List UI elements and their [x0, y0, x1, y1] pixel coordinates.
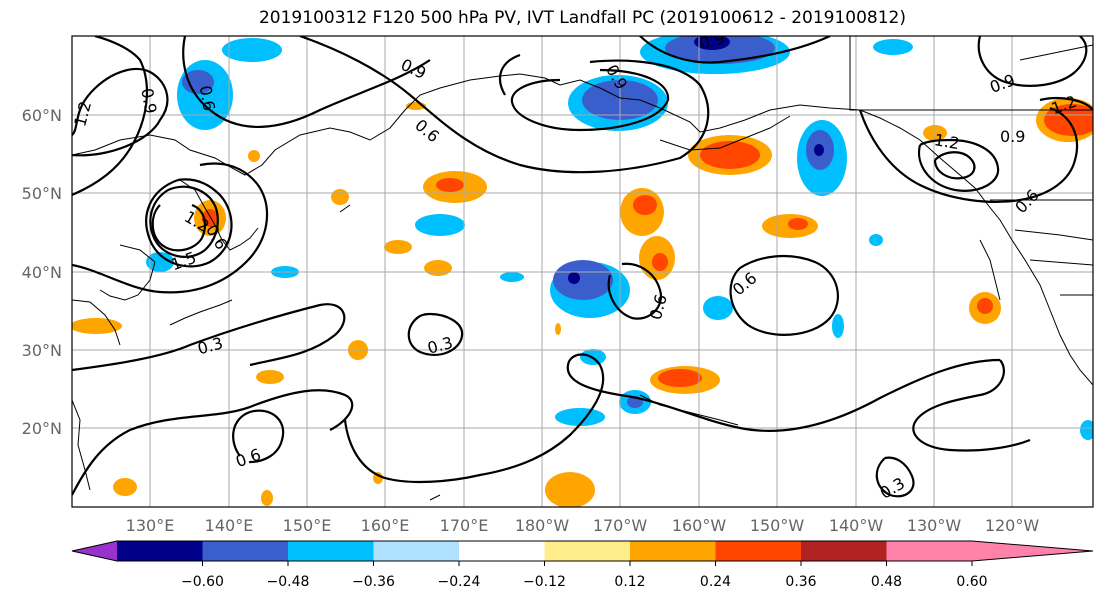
pv-shade	[1080, 420, 1093, 440]
pv-shade	[832, 314, 844, 338]
colorbar-tick-label: 0.60	[956, 574, 987, 590]
pv-shade	[977, 298, 993, 314]
pv-shade	[652, 253, 668, 271]
lon-label: 160°E	[361, 516, 410, 535]
figure-title: 2019100312 F120 500 hPa PV, IVT Landfall…	[258, 8, 906, 28]
pv-shade	[424, 260, 452, 276]
pv-shade	[72, 318, 122, 334]
colorbar-segment	[544, 541, 630, 561]
pv-shade	[248, 150, 260, 162]
colorbar-outline	[71, 540, 1094, 562]
pv-shade	[665, 36, 775, 64]
pv-shade	[788, 218, 808, 230]
colorbar-extend-low	[72, 541, 117, 561]
lon-label: 160°W	[672, 516, 727, 535]
colorbar-segment	[715, 541, 801, 561]
lon-label: 170°E	[440, 516, 489, 535]
lat-label: 20°N	[22, 419, 62, 438]
pv-shade	[331, 189, 349, 205]
pv-shade	[256, 370, 284, 384]
colorbar-tick-label: 0.24	[700, 574, 731, 590]
pv-contours	[72, 36, 1093, 498]
latitude-labels: 60°N 50°N 40°N 30°N 20°N	[22, 106, 62, 438]
pv-shade	[415, 214, 465, 236]
colorbar-tick-label: 0.12	[614, 574, 645, 590]
lon-label: 150°W	[750, 516, 805, 535]
pv-shade	[923, 125, 947, 141]
pv-shade	[873, 39, 913, 55]
colorbar-segment	[801, 541, 887, 561]
pv-shade	[261, 490, 273, 506]
colorbar-tick-label: −0.48	[267, 574, 310, 590]
contour-label: 0.9	[137, 87, 160, 115]
longitude-labels: 130°E 140°E 150°E 160°E 170°E 180°W 170°…	[126, 516, 1040, 535]
graticule	[72, 36, 1093, 507]
colorbar-segment	[630, 541, 716, 561]
lon-label: 120°W	[985, 516, 1040, 535]
map-border	[71, 35, 1094, 508]
lon-label: 130°E	[126, 516, 175, 535]
pv-shade	[555, 408, 605, 426]
lon-label: 150°E	[283, 516, 332, 535]
pv-shade	[553, 260, 613, 300]
lat-label: 30°N	[22, 341, 62, 360]
pv-shade	[545, 472, 595, 507]
pv-shade	[146, 252, 174, 272]
pv-anomaly-shading	[72, 36, 1093, 507]
contour-label: 0.6	[196, 84, 219, 112]
pv-shade	[384, 240, 412, 254]
colorbar-tick-label: −0.36	[352, 574, 395, 590]
colorbar-tick-label: 0.36	[785, 574, 816, 590]
colorbar-tick-label: 0.48	[871, 574, 902, 590]
pv-shade	[814, 144, 824, 156]
contour-label: 1.2	[70, 99, 95, 129]
coastlines	[72, 36, 1093, 501]
lon-label: 140°W	[829, 516, 884, 535]
contour-label: 0.9	[1000, 127, 1025, 146]
pv-shade	[182, 70, 214, 94]
lon-label: 140°E	[205, 516, 254, 535]
colorbar: −0.60 −0.48 −0.36 −0.24 −0.12 0.12 0.24 …	[71, 540, 1094, 590]
pv-shade	[113, 478, 137, 496]
colorbar-segment	[373, 541, 459, 561]
lat-label: 50°N	[22, 184, 62, 203]
pv-shade	[555, 323, 561, 335]
colorbar-tick-label: −0.12	[523, 574, 566, 590]
pv-shade	[703, 296, 733, 320]
colorbar-segment	[288, 541, 374, 561]
pv-shade	[700, 141, 760, 169]
colorbar-segment	[886, 541, 972, 561]
pv-shade	[633, 195, 657, 215]
pv-shade	[869, 234, 883, 246]
lat-label: 40°N	[22, 263, 62, 282]
lon-label: 180°W	[515, 516, 570, 535]
pv-shade	[568, 272, 580, 284]
colorbar-tick-label: −0.60	[181, 574, 224, 590]
colorbar-extend-high	[972, 541, 1093, 561]
pv-shade	[500, 272, 524, 282]
lat-label: 60°N	[22, 106, 62, 125]
colorbar-segment	[117, 541, 203, 561]
pv-shade	[222, 38, 282, 62]
lon-label: 130°W	[907, 516, 962, 535]
lon-label: 170°W	[593, 516, 648, 535]
colorbar-tick-label: −0.24	[438, 574, 481, 590]
pv-shade	[658, 369, 702, 387]
pv-shade	[694, 36, 730, 50]
pv-shade	[436, 178, 464, 192]
contour-label: 1.2	[933, 130, 961, 153]
colorbar-segment	[202, 541, 288, 561]
colorbar-segment	[459, 541, 545, 561]
